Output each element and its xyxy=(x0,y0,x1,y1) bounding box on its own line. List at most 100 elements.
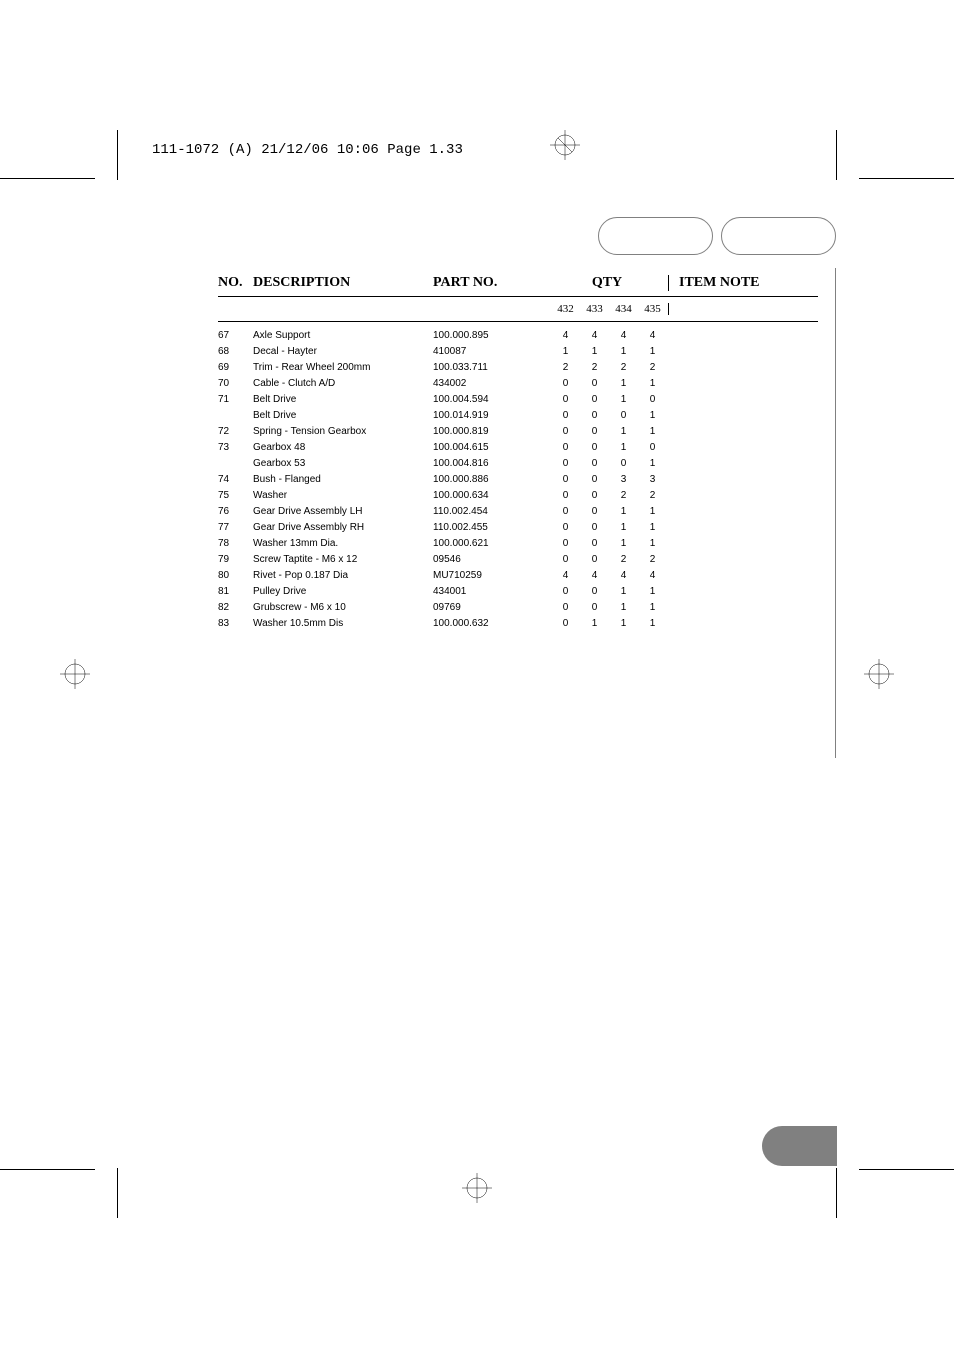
cell-qty: 1 xyxy=(551,344,580,360)
cell-qty: 0 xyxy=(551,520,580,536)
cell-qty: 2 xyxy=(638,488,667,504)
parts-table: NO. DESCRIPTION PART NO. QTY ITEM NOTE 4… xyxy=(218,275,818,632)
cell-description: Belt Drive xyxy=(253,392,433,408)
table-row: 68Decal - Hayter4100871111 xyxy=(218,344,818,360)
cell-partno: 100.000.632 xyxy=(433,616,551,632)
column-header-qty: QTY xyxy=(551,275,669,291)
cell-no xyxy=(218,408,253,424)
cell-partno: 100.004.816 xyxy=(433,456,551,472)
cell-qty: 0 xyxy=(638,440,667,456)
cell-no: 80 xyxy=(218,568,253,584)
cell-qty: 0 xyxy=(580,376,609,392)
cell-qty: 0 xyxy=(551,600,580,616)
cell-no: 72 xyxy=(218,424,253,440)
cell-qty: 0 xyxy=(580,456,609,472)
cell-qty: 1 xyxy=(609,536,638,552)
cell-no: 73 xyxy=(218,440,253,456)
cell-no: 77 xyxy=(218,520,253,536)
cell-description: Axle Support xyxy=(253,328,433,344)
cell-qty: 1 xyxy=(638,584,667,600)
table-row: 72Spring - Tension Gearbox100.000.819001… xyxy=(218,424,818,440)
column-header-no: NO. xyxy=(218,275,253,291)
cell-description: Belt Drive xyxy=(253,408,433,424)
cell-qty: 0 xyxy=(551,616,580,632)
cell-qty: 0 xyxy=(551,504,580,520)
cell-qty: 1 xyxy=(580,344,609,360)
table-row: 75Washer100.000.6340022 xyxy=(218,488,818,504)
cell-qty: 0 xyxy=(580,408,609,424)
cell-description: Trim - Rear Wheel 200mm xyxy=(253,360,433,376)
cell-no: 83 xyxy=(218,616,253,632)
cell-no: 79 xyxy=(218,552,253,568)
cell-qty: 0 xyxy=(580,584,609,600)
cell-partno: 100.000.621 xyxy=(433,536,551,552)
cell-partno: 100.000.886 xyxy=(433,472,551,488)
cell-no: 71 xyxy=(218,392,253,408)
cell-qty: 0 xyxy=(551,472,580,488)
table-row: 81Pulley Drive4340010011 xyxy=(218,584,818,600)
cell-qty: 0 xyxy=(551,392,580,408)
cell-qty: 0 xyxy=(580,600,609,616)
cell-qty: 1 xyxy=(609,376,638,392)
subcolumn-header: 435 xyxy=(638,303,667,315)
table-row: 67Axle Support100.000.8954444 xyxy=(218,328,818,344)
table-row: 76Gear Drive Assembly LH110.002.4540011 xyxy=(218,504,818,520)
cell-qty: 0 xyxy=(580,488,609,504)
cell-qty: 2 xyxy=(638,552,667,568)
cell-qty: 1 xyxy=(609,584,638,600)
cell-qty: 0 xyxy=(551,424,580,440)
cell-description: Gear Drive Assembly RH xyxy=(253,520,433,536)
table-row: 78Washer 13mm Dia.100.000.6210011 xyxy=(218,536,818,552)
cell-qty: 0 xyxy=(551,440,580,456)
header-tabs xyxy=(598,217,836,255)
cell-no: 74 xyxy=(218,472,253,488)
cell-qty: 1 xyxy=(609,392,638,408)
cell-qty: 4 xyxy=(638,568,667,584)
cell-qty: 4 xyxy=(609,568,638,584)
cell-qty: 0 xyxy=(551,552,580,568)
cell-partno: 100.000.895 xyxy=(433,328,551,344)
cell-qty: 1 xyxy=(638,344,667,360)
cell-qty: 1 xyxy=(609,616,638,632)
table-row: 77Gear Drive Assembly RH110.002.4550011 xyxy=(218,520,818,536)
subcolumn-header: 433 xyxy=(580,303,609,315)
cell-partno: MU710259 xyxy=(433,568,551,584)
table-row: Gearbox 53100.004.8160001 xyxy=(218,456,818,472)
cell-no: 81 xyxy=(218,584,253,600)
crop-mark xyxy=(836,1168,837,1218)
table-row: 70Cable - Clutch A/D4340020011 xyxy=(218,376,818,392)
cell-no xyxy=(218,456,253,472)
cell-qty: 0 xyxy=(580,424,609,440)
cell-qty: 4 xyxy=(609,328,638,344)
cell-qty: 0 xyxy=(638,392,667,408)
crop-mark xyxy=(0,178,95,179)
cell-partno: 434001 xyxy=(433,584,551,600)
cell-qty: 1 xyxy=(580,616,609,632)
cell-partno: 410087 xyxy=(433,344,551,360)
cell-qty: 1 xyxy=(638,504,667,520)
cell-qty: 1 xyxy=(609,520,638,536)
cell-no: 68 xyxy=(218,344,253,360)
crop-mark xyxy=(859,178,954,179)
cell-qty: 0 xyxy=(609,408,638,424)
cell-qty: 1 xyxy=(638,376,667,392)
cell-partno: 110.002.455 xyxy=(433,520,551,536)
column-header-itemnote: ITEM NOTE xyxy=(669,275,784,291)
cell-qty: 1 xyxy=(638,616,667,632)
table-row: 73Gearbox 48100.004.6150010 xyxy=(218,440,818,456)
header-tab xyxy=(598,217,713,255)
cell-qty: 0 xyxy=(551,488,580,504)
cell-qty: 1 xyxy=(609,440,638,456)
cell-partno: 09769 xyxy=(433,600,551,616)
cell-partno: 100.000.819 xyxy=(433,424,551,440)
cell-qty: 0 xyxy=(551,456,580,472)
table-body: 67Axle Support100.000.895444468Decal - H… xyxy=(218,328,818,632)
cell-description: Spring - Tension Gearbox xyxy=(253,424,433,440)
cell-qty: 4 xyxy=(551,568,580,584)
cell-description: Rivet - Pop 0.187 Dia xyxy=(253,568,433,584)
cell-partno: 100.033.711 xyxy=(433,360,551,376)
cell-qty: 4 xyxy=(580,328,609,344)
table-row: 71Belt Drive100.004.5940010 xyxy=(218,392,818,408)
cell-qty: 0 xyxy=(580,536,609,552)
cell-qty: 0 xyxy=(580,520,609,536)
